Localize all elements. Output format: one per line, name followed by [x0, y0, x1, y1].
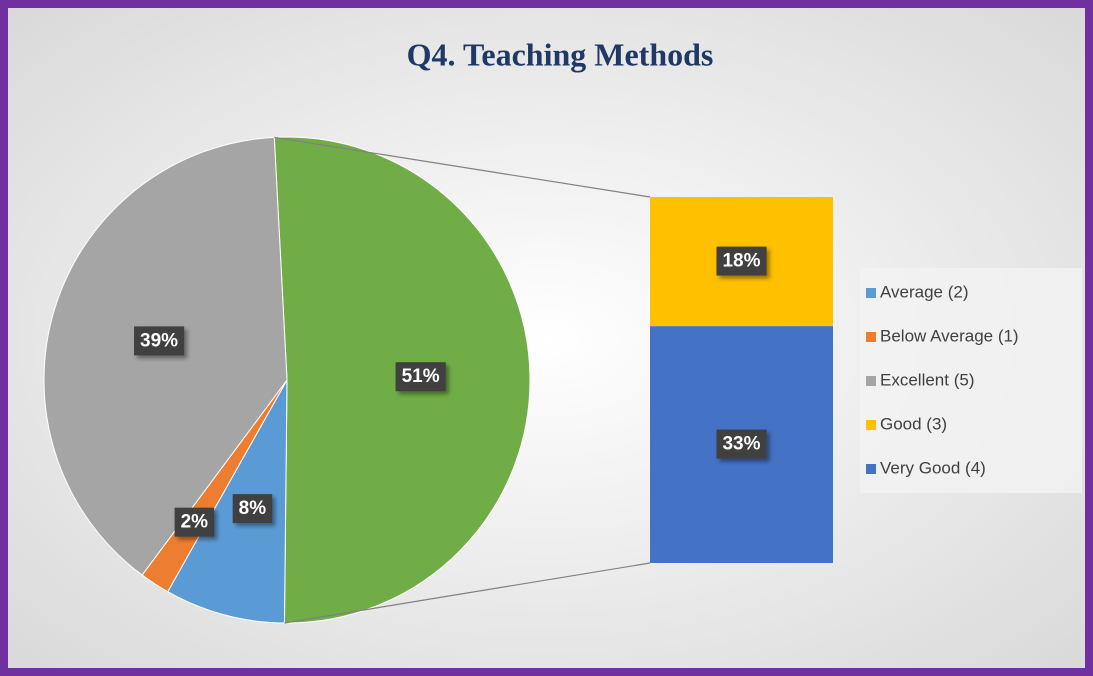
data-label: 51% — [402, 366, 440, 387]
data-label-box — [716, 246, 767, 276]
connector — [284, 562, 651, 624]
data-label: 2% — [181, 512, 209, 533]
data-label-box — [174, 507, 215, 537]
data-label-box — [716, 429, 767, 459]
data-label-box — [395, 362, 446, 392]
legend-label: Very Good (4) — [880, 458, 986, 477]
legend-box — [860, 268, 1082, 493]
legend-swatch — [866, 288, 876, 298]
legend-label: Excellent (5) — [880, 370, 974, 389]
legend-swatch — [866, 464, 876, 474]
legend-swatch — [866, 332, 876, 342]
data-label: 33% — [722, 434, 760, 455]
pie-slice — [167, 379, 288, 624]
legend-label: Average (2) — [880, 282, 969, 301]
legend-label: Below Average (1) — [880, 326, 1019, 345]
legend-swatch — [866, 420, 876, 430]
data-label: 18% — [722, 251, 760, 272]
data-label: 39% — [140, 330, 178, 351]
legend-label: Good (3) — [880, 414, 947, 433]
legend-swatch — [866, 376, 876, 386]
data-label-box — [134, 326, 185, 356]
connector — [274, 136, 651, 198]
pie-slice — [43, 136, 288, 576]
data-label-box — [232, 494, 273, 524]
data-label: 8% — [239, 498, 267, 519]
chart-title: Q4. Teaching Methods — [407, 36, 714, 72]
